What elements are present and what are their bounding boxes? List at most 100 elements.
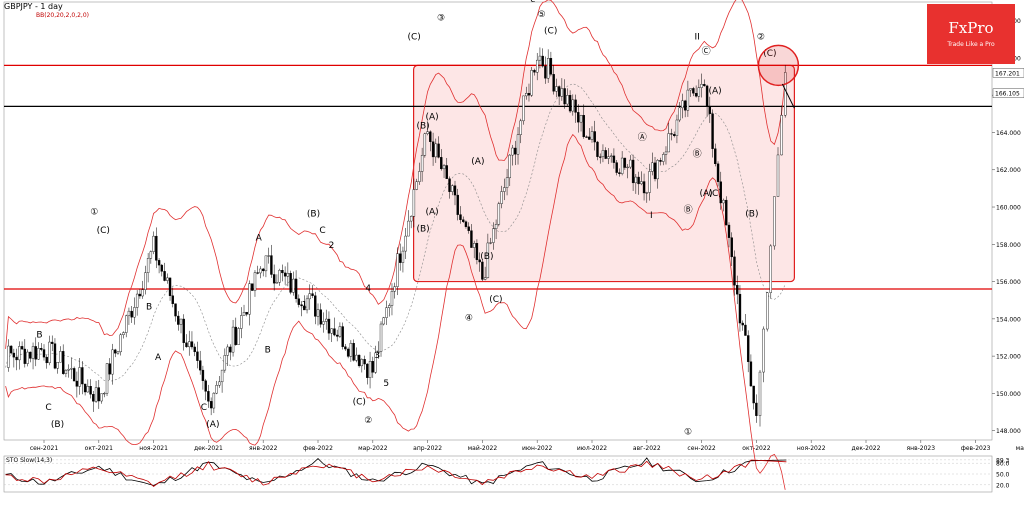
candle-body — [205, 381, 207, 392]
candle-body — [386, 308, 388, 318]
candle-body — [191, 342, 193, 347]
candle-body — [484, 278, 486, 280]
candle-body — [569, 95, 571, 111]
candle-body — [512, 148, 514, 155]
wave-label: (B) — [480, 252, 493, 262]
wave-label: (A) — [709, 86, 722, 96]
candle-body — [70, 368, 72, 369]
candle-body — [610, 156, 612, 157]
wave-label: C — [201, 403, 207, 413]
wave-label: A — [155, 353, 162, 363]
candle-body — [144, 273, 146, 290]
sto-title: STO Slow(14,3) — [6, 457, 52, 464]
candle-body — [243, 312, 245, 315]
x-tick-label: фев-2023 — [961, 445, 991, 452]
price-label: 166.105 — [995, 91, 1020, 98]
candle-body — [629, 160, 631, 167]
x-tick-label: янв-2022 — [249, 445, 278, 452]
candle-body — [465, 222, 467, 227]
x-tick-label: июн-2022 — [522, 445, 552, 452]
candle-body — [16, 357, 18, 360]
candle-body — [210, 401, 212, 408]
candle-body — [405, 236, 407, 251]
wave-label: (B) — [416, 122, 429, 132]
candle-body — [40, 348, 42, 349]
candle-body — [599, 157, 601, 158]
candle-body — [114, 350, 116, 353]
candle-body — [112, 350, 114, 374]
candle-body — [153, 236, 155, 251]
candle-body — [358, 355, 360, 366]
candle-body — [218, 382, 220, 385]
candle-body — [224, 355, 226, 370]
candle-body — [142, 290, 144, 296]
x-tick-label: мар-2022 — [358, 445, 388, 452]
logo-tagline: Trade Like a Pro — [927, 41, 1015, 48]
candle-body — [388, 306, 390, 308]
candle-body — [76, 381, 78, 386]
candle-body — [586, 137, 588, 138]
candle-body — [73, 368, 75, 381]
candle-body — [317, 310, 319, 317]
candle-body — [739, 294, 741, 323]
candle-body — [490, 243, 492, 244]
y-tick-label: 162.000 — [996, 167, 1021, 174]
candle-body — [514, 148, 516, 154]
wave-label: (C) — [489, 295, 502, 305]
candle-body — [117, 352, 119, 353]
candle-body — [402, 251, 404, 263]
candle-body — [320, 310, 322, 325]
sto-tick-label: 20.0 — [996, 482, 1010, 489]
candle-body — [383, 318, 385, 324]
candle-body — [29, 352, 31, 358]
candle-body — [268, 256, 270, 257]
candle-body — [651, 163, 653, 172]
candle-body — [638, 177, 640, 184]
candle-body — [660, 160, 662, 161]
candle-body — [438, 144, 440, 157]
candle-body — [744, 325, 746, 335]
candle-body — [665, 152, 667, 154]
candle-body — [38, 348, 40, 359]
candle-body — [544, 66, 546, 78]
candle-body — [342, 327, 344, 347]
candle-body — [276, 282, 278, 283]
candle-body — [347, 349, 349, 356]
wave-label: A — [256, 234, 263, 244]
wave-label: (C) — [97, 226, 110, 236]
wave-label: ② — [364, 416, 372, 426]
x-tick-label: ноя-2022 — [797, 445, 826, 452]
candle-body — [166, 278, 168, 281]
indicator-label: BB(20,20,2,0,2,0) — [36, 12, 89, 19]
candle-body — [133, 307, 135, 317]
candle-body — [454, 186, 456, 195]
candle-body — [180, 319, 182, 324]
candle-body — [125, 316, 127, 333]
wave-label: ① — [684, 427, 692, 437]
candle-body — [394, 287, 396, 292]
candle-body — [281, 270, 283, 273]
candle-body — [369, 361, 371, 377]
candle-body — [79, 367, 81, 386]
wave-label: ② — [757, 32, 765, 42]
candle-body — [594, 132, 596, 143]
candle-body — [290, 273, 292, 292]
candle-body — [632, 160, 634, 183]
candle-body — [169, 278, 171, 296]
candle-body — [591, 132, 593, 140]
candle-body — [13, 353, 15, 357]
candle-body — [158, 260, 160, 265]
candle-body — [723, 200, 725, 203]
candle-body — [257, 273, 259, 274]
candle-body — [95, 388, 97, 402]
candle-body — [555, 87, 557, 92]
wave-label: Ⓑ — [684, 205, 693, 216]
candle-body — [150, 252, 152, 259]
candle-body — [542, 56, 544, 66]
candle-body — [98, 388, 100, 401]
candle-body — [670, 133, 672, 134]
wave-label: (C) — [708, 189, 721, 199]
wave-label: 4 — [365, 284, 371, 294]
candle-body — [46, 357, 48, 363]
